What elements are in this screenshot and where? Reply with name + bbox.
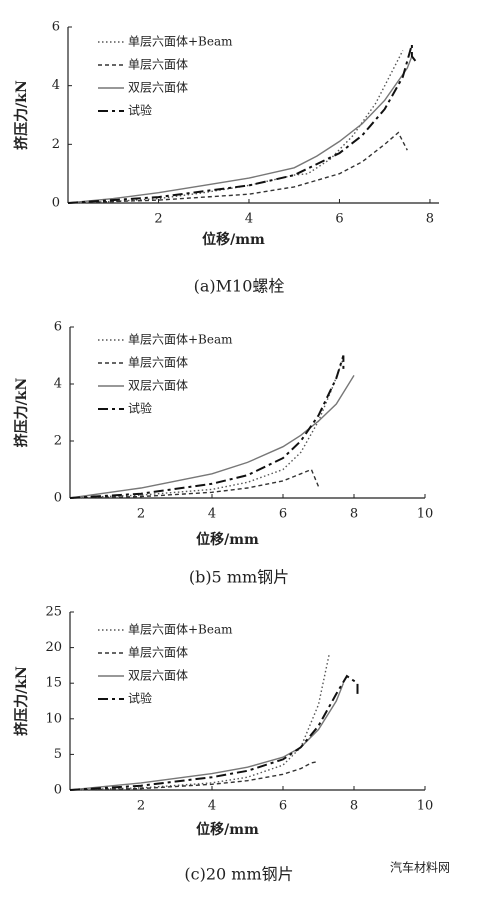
series-line (69, 375, 355, 499)
x-tick-label: 2 (154, 212, 162, 227)
y-axis-label: 挤压力/kN (13, 666, 30, 736)
legend-label: 试验 (128, 691, 152, 706)
x-tick-label: 2 (137, 799, 145, 814)
legend-label: 单层六面体 (128, 58, 188, 72)
y-tick-label: 15 (45, 676, 62, 691)
series-line (69, 674, 359, 791)
x-axis-label: 位移/mm (196, 531, 259, 548)
x-tick-label: 4 (208, 799, 216, 814)
series-line (69, 654, 330, 791)
y-tick-label: 10 (45, 711, 62, 726)
y-tick-label: 0 (54, 491, 62, 506)
x-axis-label: 位移/mm (196, 821, 259, 838)
y-tick-label: 20 (45, 640, 62, 655)
series-line (67, 131, 408, 204)
y-axis-label: 挤压力/kN (13, 80, 30, 150)
y-tick-label: 2 (54, 434, 62, 449)
y-tick-label: 0 (54, 783, 62, 798)
y-tick-label: 5 (54, 747, 62, 762)
legend-label: 单层六面体+Beam (128, 333, 233, 347)
series-line (69, 682, 345, 791)
x-axis-label: 位移/mm (202, 231, 265, 248)
series-line (69, 468, 320, 499)
y-tick-label: 4 (54, 377, 62, 392)
caption: (c)20 mm钢片 (184, 865, 293, 884)
x-tick-label: 10 (417, 799, 434, 814)
x-tick-label: 4 (208, 507, 216, 522)
legend-label: 双层六面体 (128, 379, 188, 393)
series-line (67, 44, 418, 204)
x-tick-label: 8 (350, 507, 358, 522)
legend-label: 单层六面体 (128, 646, 188, 660)
y-tick-label: 0 (52, 196, 60, 211)
x-tick-label: 8 (426, 212, 434, 227)
x-tick-label: 10 (417, 507, 434, 522)
legend-label: 双层六面体 (128, 81, 188, 95)
x-tick-label: 6 (279, 799, 287, 814)
y-tick-label: 6 (52, 20, 60, 35)
caption: (b)5 mm钢片 (189, 568, 289, 587)
caption: (a)M10螺栓 (194, 277, 285, 296)
series-line (67, 56, 413, 204)
legend-label: 单层六面体 (128, 356, 188, 370)
series-line (69, 355, 345, 499)
x-tick-label: 4 (245, 212, 253, 227)
x-tick-label: 8 (350, 799, 358, 814)
legend-label: 双层六面体 (128, 669, 188, 683)
legend-label: 单层六面体+Beam (128, 623, 233, 637)
y-tick-label: 25 (45, 605, 62, 620)
y-axis-label: 挤压力/kN (13, 377, 30, 447)
legend-label: 试验 (128, 401, 152, 416)
legend-label: 试验 (128, 103, 152, 118)
x-tick-label: 6 (279, 507, 287, 522)
series-line (69, 358, 345, 499)
x-tick-label: 6 (335, 212, 343, 227)
watermark: 汽车材料网 (390, 860, 450, 875)
y-tick-label: 2 (52, 137, 60, 152)
y-tick-label: 6 (54, 320, 62, 335)
x-tick-label: 2 (137, 507, 145, 522)
y-tick-label: 4 (52, 78, 60, 93)
legend-label: 单层六面体+Beam (128, 35, 233, 49)
